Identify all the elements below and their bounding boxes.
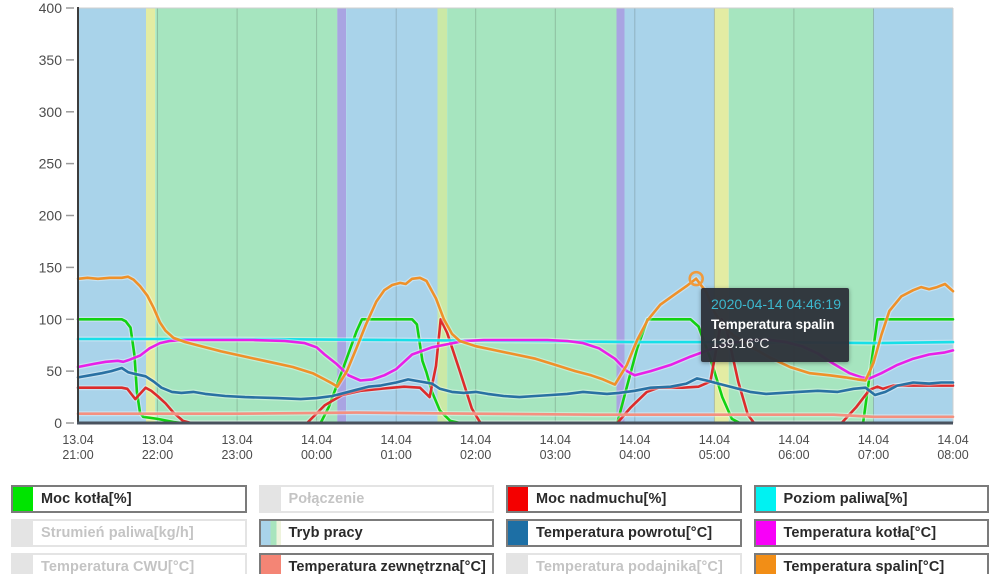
legend-label: Połączenie <box>288 491 365 507</box>
x-tick-date: 14.04 <box>699 433 730 447</box>
x-tick-date: 14.04 <box>858 433 889 447</box>
x-tick-time: 23:00 <box>221 448 252 462</box>
legend-swatch <box>508 487 528 511</box>
highlighted-point-marker <box>688 270 704 287</box>
x-tick-date: 14.04 <box>381 433 412 447</box>
mode-band-yellow <box>437 8 447 423</box>
legend-swatch <box>260 521 281 545</box>
legend-item-temperatura-powrotu[interactable]: Temperatura powrotu[°C] <box>506 519 742 547</box>
legend-swatch <box>755 555 776 574</box>
legend-label: Temperatura kotła[°C] <box>783 525 937 541</box>
legend-swatch <box>260 555 281 574</box>
legend-swatch <box>13 487 33 511</box>
legend-item-polaczenie[interactable]: Połączenie <box>258 485 494 513</box>
x-tick-time: 04:00 <box>619 448 650 462</box>
legend-swatch <box>508 555 528 574</box>
legend-item-poziom-paliwa[interactable]: Poziom paliwa[%] <box>753 485 989 513</box>
x-tick-time: 21:00 <box>62 448 93 462</box>
x-tick-date: 14.04 <box>778 433 809 447</box>
legend-label: Moc kotła[%] <box>41 491 132 507</box>
legend-item-temperatura-podajnika[interactable]: Temperatura podajnika[°C] <box>506 553 742 574</box>
legend-label: Moc nadmuchu[%] <box>536 491 667 507</box>
y-tick-label: 250 <box>39 156 63 172</box>
legend-label: Poziom paliwa[%] <box>783 491 908 507</box>
legend-item-temperatura-zewnetrzna[interactable]: Temperatura zewnętrzna[°C] <box>258 553 494 574</box>
legend-swatch <box>13 555 33 574</box>
mode-band-purple <box>616 8 625 423</box>
x-tick-time: 08:00 <box>937 448 968 462</box>
mode-band-green <box>155 8 338 423</box>
x-tick-time: 03:00 <box>540 448 571 462</box>
x-tick-time: 05:00 <box>699 448 730 462</box>
x-tick-time: 01:00 <box>381 448 412 462</box>
legend-label: Temperatura CWU[°C] <box>41 559 195 574</box>
legend-item-temperatura-kotla[interactable]: Temperatura kotła[°C] <box>753 519 989 547</box>
series-temperatura-zewnetrzna <box>76 411 955 419</box>
y-tick-label: 300 <box>39 104 63 120</box>
mode-band-green <box>447 8 617 423</box>
x-tick-date: 14.04 <box>937 433 968 447</box>
legend-swatch <box>755 487 776 511</box>
mode-band-purple <box>337 8 347 423</box>
legend-item-moc-nadmuchu[interactable]: Moc nadmuchu[%] <box>506 485 742 513</box>
series-temperatura-spalin <box>76 275 955 389</box>
legend-item-tryb-pracy[interactable]: Tryb pracy <box>258 519 494 547</box>
legend-swatch <box>755 521 776 545</box>
legend-item-temperatura-cwu[interactable]: Temperatura CWU[°C] <box>11 553 247 574</box>
series-temperatura-powrotu <box>76 366 955 401</box>
legend-swatch <box>508 521 528 545</box>
x-tick-time: 06:00 <box>778 448 809 462</box>
tooltip-series-name: Temperatura spalin <box>711 316 835 332</box>
tooltip-timestamp: 2020-04-14 04:46:19 <box>711 296 841 312</box>
legend-label: Temperatura powrotu[°C] <box>536 525 713 541</box>
legend-swatch <box>13 521 33 545</box>
x-tick-date: 13.04 <box>142 433 173 447</box>
x-tick-date: 14.04 <box>540 433 571 447</box>
time-series-chart[interactable]: 40035030025020015010050013.0421:0013.042… <box>0 0 1000 470</box>
x-tick-date: 14.04 <box>619 433 650 447</box>
x-tick-time: 00:00 <box>301 448 332 462</box>
x-tick-date: 13.04 <box>221 433 252 447</box>
y-tick-label: 200 <box>39 208 63 224</box>
legend-label: Tryb pracy <box>288 525 363 541</box>
legend-item-strumien-paliwa[interactable]: Strumień paliwa[kg/h] <box>11 519 247 547</box>
tooltip-value: 139.16°C <box>711 335 770 352</box>
chart-tooltip: 2020-04-14 04:46:19 Temperatura spalin 1… <box>701 288 849 362</box>
x-tick-time: 02:00 <box>460 448 491 462</box>
legend-label: Temperatura zewnętrzna[°C] <box>288 559 486 574</box>
legend-item-moc-kotla[interactable]: Moc kotła[%] <box>11 485 247 513</box>
x-tick-date: 13.04 <box>62 433 93 447</box>
chart-legend: Moc kotła[%] Połączenie Moc nadmuchu[%] … <box>0 485 1000 574</box>
y-tick-label: 400 <box>39 0 63 16</box>
legend-swatch <box>260 487 281 511</box>
y-tick-label: 350 <box>39 52 63 68</box>
series-moc-nadmuchu <box>76 317 955 425</box>
legend-label: Temperatura podajnika[°C] <box>536 559 723 574</box>
x-tick-time: 07:00 <box>858 448 889 462</box>
x-tick-date: 14.04 <box>301 433 332 447</box>
x-tick-date: 14.04 <box>460 433 491 447</box>
y-tick-label: 0 <box>54 415 62 431</box>
y-tick-label: 150 <box>39 259 63 275</box>
legend-label: Temperatura spalin[°C] <box>783 559 945 574</box>
x-tick-time: 22:00 <box>142 448 173 462</box>
y-tick-label: 50 <box>46 363 62 379</box>
y-tick-label: 100 <box>39 311 63 327</box>
mode-band-yellow <box>146 8 156 423</box>
legend-label: Strumień paliwa[kg/h] <box>41 525 194 541</box>
legend-item-temperatura-spalin[interactable]: Temperatura spalin[°C] <box>753 553 989 574</box>
series-temperatura-kotla <box>76 338 955 382</box>
